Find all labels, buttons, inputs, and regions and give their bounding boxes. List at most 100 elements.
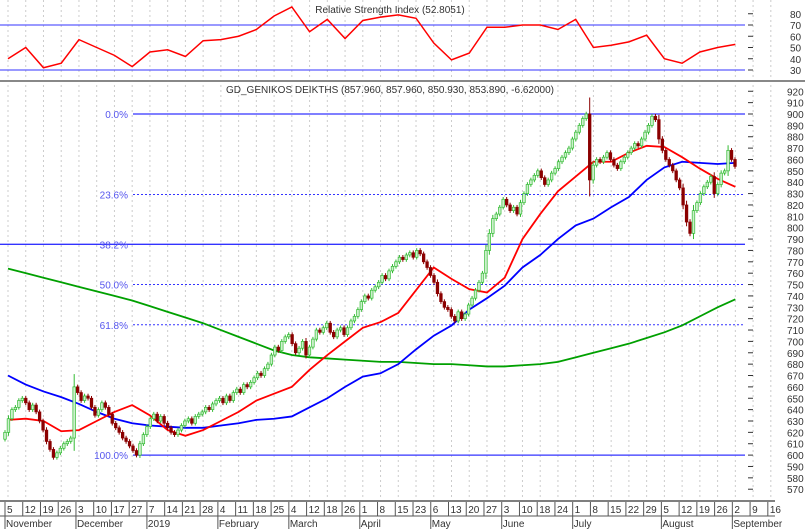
candle-body	[352, 316, 357, 322]
fib-label: 0.0%	[105, 110, 128, 121]
candle	[3, 430, 7, 442]
candle	[722, 168, 727, 176]
candle	[172, 430, 177, 437]
candle-body	[96, 409, 101, 416]
rsi-axis-label: 50	[790, 44, 802, 55]
price-axis-label: 610	[787, 440, 804, 451]
candle-body	[293, 343, 298, 354]
candle	[477, 280, 481, 293]
candle	[501, 197, 505, 210]
rsi-axis-label: 40	[790, 55, 802, 66]
candle-body	[311, 338, 315, 348]
candle	[356, 307, 360, 319]
candle	[148, 416, 152, 429]
candle	[127, 439, 132, 449]
month-label: July	[574, 519, 592, 529]
candle	[581, 116, 585, 128]
fib-label: 50.0%	[100, 281, 128, 292]
price-axis-label: 710	[787, 326, 804, 337]
fib-label: 100.0%	[94, 451, 128, 462]
candle-body	[152, 413, 156, 420]
candle	[190, 416, 194, 426]
x-tick-label: 9	[752, 505, 758, 516]
candle-body	[733, 159, 737, 167]
x-tick-label: 17	[113, 505, 125, 516]
candle	[252, 375, 256, 385]
candle-body	[653, 115, 658, 121]
candle-body	[698, 193, 703, 204]
candle	[498, 204, 502, 217]
candle-body	[252, 377, 256, 383]
x-tick-label: 16	[770, 505, 782, 516]
x-tick-label: 27	[486, 505, 498, 516]
candle	[248, 380, 253, 390]
candle-body	[370, 289, 374, 299]
candle	[335, 327, 339, 340]
candle	[280, 339, 284, 353]
candle	[266, 361, 270, 371]
candle-body	[107, 406, 111, 415]
candle	[345, 325, 350, 337]
candle	[639, 136, 644, 149]
candle-body	[79, 392, 83, 401]
x-tick-label: 26	[717, 505, 729, 516]
candle-body	[93, 406, 97, 416]
x-tick-label: 8	[592, 505, 598, 516]
candle	[363, 293, 367, 304]
candle-body	[480, 272, 485, 283]
candle	[560, 154, 564, 165]
candle-body	[262, 368, 267, 376]
candle-body	[608, 152, 613, 160]
candle	[633, 141, 637, 151]
fib-label: 61.8%	[100, 321, 128, 332]
candle-body	[421, 253, 426, 263]
rsi-axis-label: 80	[790, 10, 802, 21]
candle-body	[24, 397, 28, 404]
candle	[411, 250, 415, 260]
candle-body	[345, 327, 350, 335]
candle-body	[69, 437, 73, 442]
candle	[55, 450, 59, 460]
x-tick-label: 23	[415, 505, 427, 516]
candle	[37, 409, 42, 424]
candle	[152, 411, 156, 421]
candle	[397, 254, 402, 265]
candle	[193, 414, 197, 426]
candle-body	[501, 198, 505, 208]
candle	[370, 287, 374, 301]
candle	[349, 318, 353, 331]
candle-body	[556, 161, 561, 169]
price-title: GD_GENIKOS DEIKTHS (857.960, 857.960, 85…	[226, 85, 554, 96]
x-tick-label: 22	[628, 505, 640, 516]
candle-body	[633, 143, 637, 149]
candle-body	[722, 170, 727, 174]
fib-label: 38.2%	[100, 240, 128, 251]
candle-body	[539, 170, 543, 179]
candle	[276, 344, 280, 353]
candle	[470, 295, 474, 308]
rsi-line	[7, 6, 736, 69]
price-axis-label: 640	[787, 406, 804, 417]
price-axis-label: 790	[787, 235, 804, 246]
candle-body	[705, 181, 709, 188]
candle	[69, 435, 73, 444]
candle	[273, 344, 277, 358]
x-tick-label: 29	[646, 505, 658, 516]
candle	[197, 411, 201, 419]
candle	[86, 393, 90, 401]
candle-body	[273, 346, 277, 356]
candle-body	[148, 418, 152, 428]
candle-body	[197, 413, 201, 417]
candle	[41, 418, 45, 433]
x-tick-label: 5	[663, 505, 669, 516]
month-label: May	[432, 519, 451, 529]
candle-body	[622, 156, 626, 163]
candle-body	[37, 411, 42, 422]
price-axis-label: 910	[787, 99, 804, 110]
candle-body	[677, 179, 682, 189]
candle-body	[235, 388, 239, 393]
candle-body	[200, 411, 204, 415]
month-label: March	[290, 519, 318, 529]
candle-body	[20, 397, 24, 401]
